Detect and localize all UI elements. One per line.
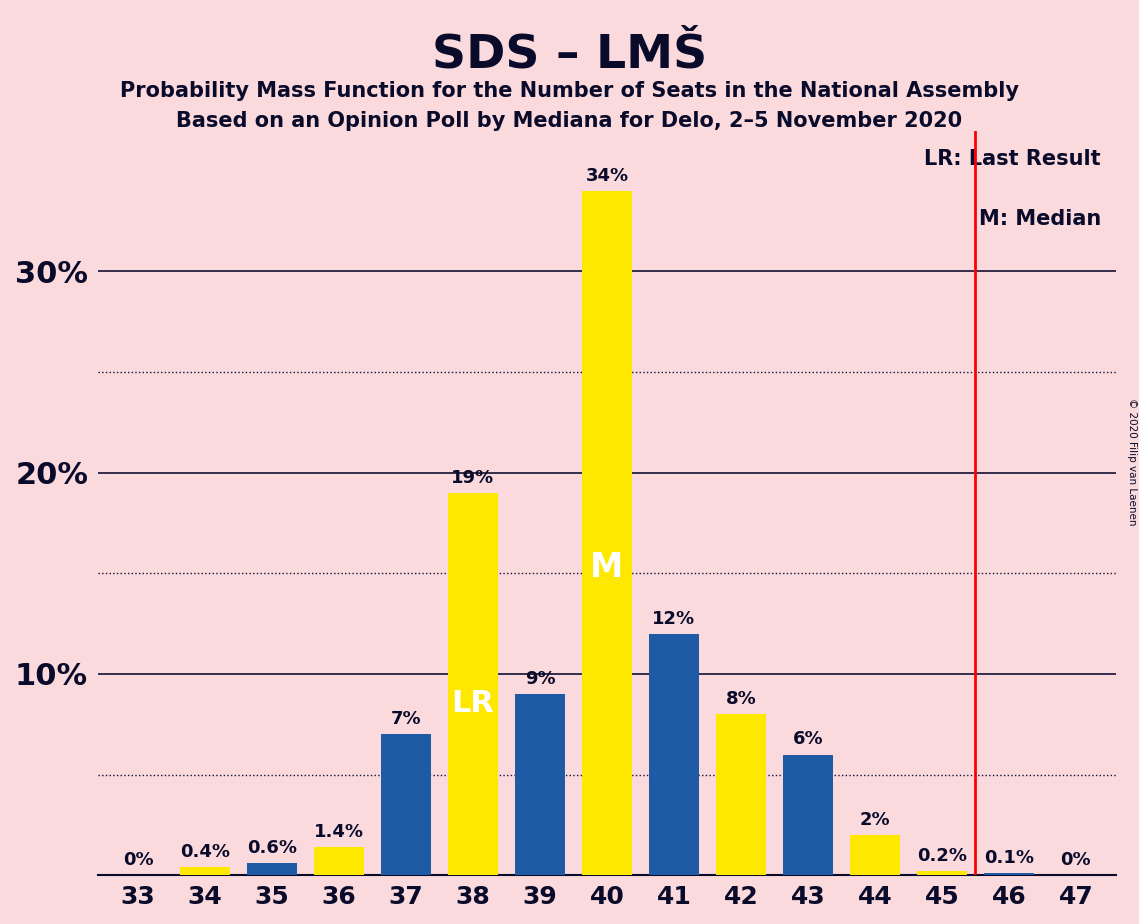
- Text: M: M: [590, 551, 623, 584]
- Bar: [314, 847, 364, 875]
- Bar: [582, 191, 632, 875]
- Bar: [850, 835, 900, 875]
- Text: Based on an Opinion Poll by Mediana for Delo, 2–5 November 2020: Based on an Opinion Poll by Mediana for …: [177, 111, 962, 131]
- Text: 0%: 0%: [1060, 851, 1091, 869]
- Text: 19%: 19%: [451, 468, 494, 487]
- Text: 0.4%: 0.4%: [180, 844, 230, 861]
- Bar: [782, 755, 833, 875]
- Text: M: Median: M: Median: [978, 209, 1100, 229]
- Bar: [715, 714, 767, 875]
- Bar: [515, 694, 565, 875]
- Text: 34%: 34%: [585, 167, 629, 185]
- Text: 2%: 2%: [860, 811, 891, 829]
- Text: Probability Mass Function for the Number of Seats in the National Assembly: Probability Mass Function for the Number…: [120, 81, 1019, 102]
- Text: 1.4%: 1.4%: [314, 823, 364, 841]
- Text: 0%: 0%: [123, 851, 154, 869]
- Bar: [917, 871, 967, 875]
- Bar: [247, 863, 297, 875]
- Bar: [380, 735, 431, 875]
- Text: 12%: 12%: [653, 610, 696, 627]
- Text: 9%: 9%: [525, 670, 556, 688]
- Text: LR: LR: [451, 688, 494, 718]
- Text: 8%: 8%: [726, 690, 756, 708]
- Text: 0.2%: 0.2%: [917, 847, 967, 865]
- Bar: [180, 868, 230, 875]
- Text: SDS – LMŠ: SDS – LMŠ: [432, 32, 707, 78]
- Bar: [448, 492, 498, 875]
- Bar: [984, 873, 1034, 875]
- Text: 6%: 6%: [793, 731, 823, 748]
- Text: 7%: 7%: [391, 711, 421, 728]
- Text: © 2020 Filip van Laenen: © 2020 Filip van Laenen: [1126, 398, 1137, 526]
- Text: 0.1%: 0.1%: [984, 849, 1034, 868]
- Text: LR: Last Result: LR: Last Result: [924, 149, 1100, 169]
- Bar: [649, 634, 699, 875]
- Text: 0.6%: 0.6%: [247, 839, 297, 857]
